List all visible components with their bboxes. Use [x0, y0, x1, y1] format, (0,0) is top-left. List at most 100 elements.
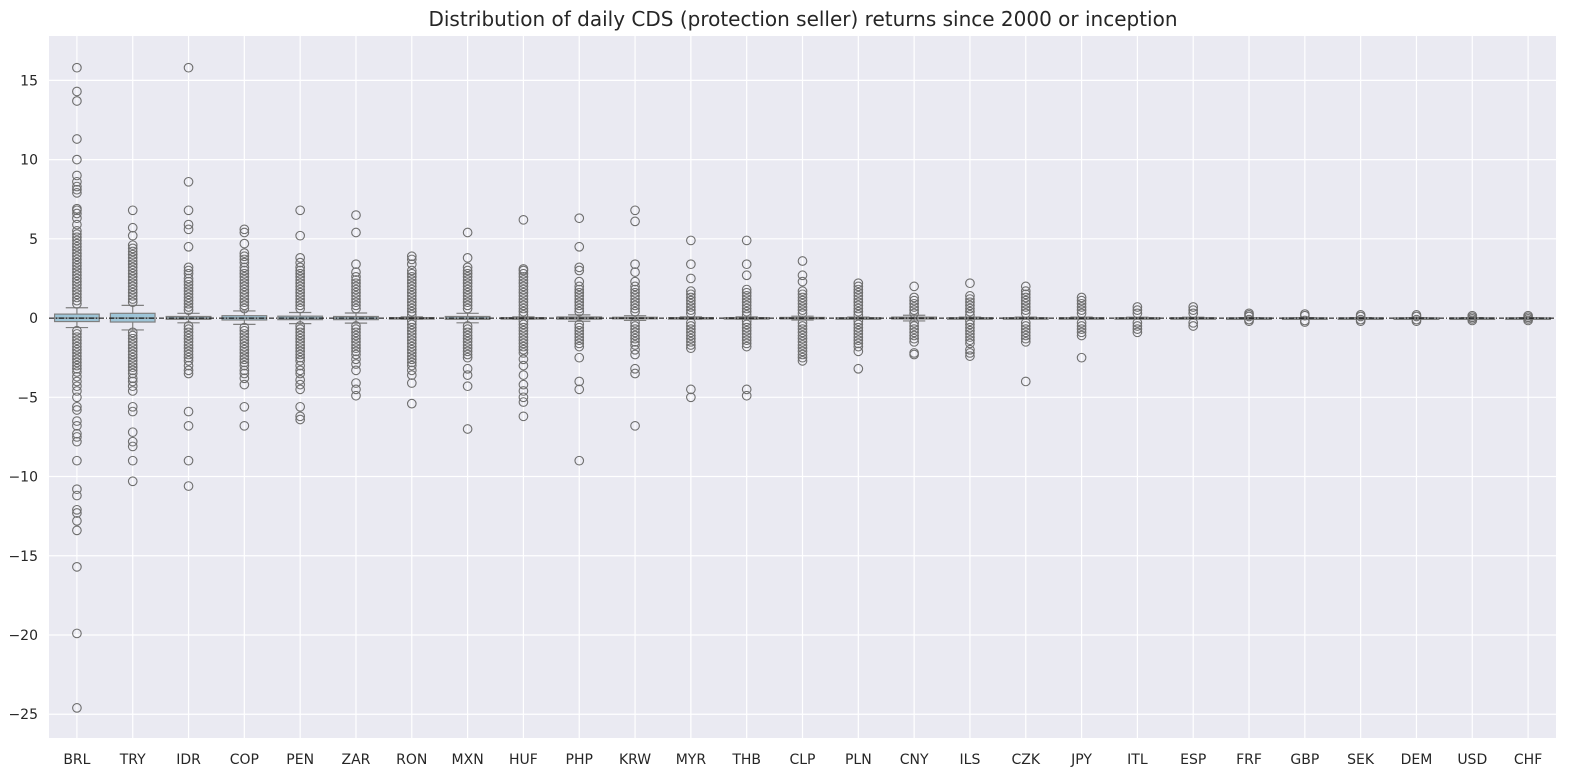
outlier-point	[351, 365, 361, 376]
outlier-point	[72, 455, 82, 466]
outlier-point	[239, 297, 250, 308]
outlier-point	[183, 420, 194, 431]
outlier-point	[72, 205, 82, 216]
outlier-point	[1020, 292, 1031, 303]
outlier-point	[127, 359, 138, 369]
outlier-point	[239, 272, 250, 282]
outlier-point	[1020, 286, 1031, 296]
outlier-point	[72, 219, 82, 230]
outlier-point	[72, 371, 82, 382]
outlier-point	[72, 298, 82, 309]
outlier-point	[72, 213, 82, 224]
outlier-point	[797, 276, 808, 287]
outlier-point	[630, 205, 640, 216]
outlier-point	[965, 316, 975, 327]
outlier-point	[406, 316, 417, 327]
x-axis-ticks: BRL TRY IDR COP PEN ZAR RON MXN HUF PHP KRW MYR THB C…	[63, 752, 1542, 768]
outlier-point	[853, 310, 864, 320]
outlier-point	[741, 291, 752, 301]
outlier-point	[183, 327, 194, 338]
outlier-point	[127, 297, 138, 308]
outlier-point	[72, 267, 82, 277]
outlier-point	[183, 349, 194, 360]
outlier-point	[295, 253, 306, 263]
outlier-point	[239, 354, 250, 365]
x-tick-label: GBP	[1290, 752, 1319, 768]
outlier-point	[72, 401, 82, 412]
y-tick-label: −10	[8, 470, 38, 486]
outlier-point	[741, 316, 752, 327]
x-tick-label: DEM	[1401, 752, 1433, 768]
outlier-point	[853, 322, 864, 333]
box-series	[49, 62, 1556, 713]
outlier-point	[574, 303, 585, 314]
outlier-point	[72, 235, 82, 246]
outlier-point	[295, 294, 306, 304]
outlier-point	[72, 405, 82, 415]
outlier-point	[183, 365, 194, 376]
outlier-point	[295, 340, 306, 350]
x-tick-label: COP	[230, 752, 259, 768]
outlier-point	[127, 256, 138, 266]
outlier-point	[127, 278, 138, 289]
outlier-point	[909, 317, 919, 328]
outlier-point	[183, 298, 194, 309]
x-tick-label: CZK	[1011, 752, 1040, 768]
outlier-point	[965, 325, 975, 336]
outlier-point	[72, 508, 82, 518]
outlier-point	[965, 338, 975, 349]
outlier-point	[741, 259, 752, 270]
outlier-point	[72, 86, 82, 97]
outlier-point	[351, 324, 361, 335]
outlier-point	[295, 272, 306, 282]
outlier-point	[72, 226, 82, 236]
outlier-point	[406, 254, 417, 265]
outlier-point	[127, 349, 138, 360]
outlier-point	[518, 411, 529, 422]
outlier-point	[72, 283, 82, 293]
y-axis-ticks: 15 10 5 0 −5 −10 −15 −20 −25	[8, 73, 38, 723]
outlier-point	[965, 329, 975, 339]
outlier-point	[72, 229, 82, 239]
outlier-point	[351, 281, 361, 292]
outlier-point	[239, 420, 250, 431]
outlier-point	[127, 356, 138, 366]
outlier-point	[183, 302, 194, 312]
y-tick-label: −20	[8, 628, 38, 644]
outlier-point	[574, 319, 585, 330]
outlier-point	[295, 268, 306, 279]
box-usd	[1449, 310, 1496, 326]
outlier-point	[72, 484, 82, 495]
outlier-point	[183, 265, 194, 276]
outlier-point	[462, 297, 473, 308]
outlier-point	[853, 278, 864, 289]
outlier-point	[295, 368, 306, 379]
outlier-point	[183, 330, 194, 341]
outlier-point	[462, 363, 473, 374]
outlier-point	[462, 424, 473, 434]
outlier-point	[741, 335, 752, 346]
outlier-point	[239, 303, 250, 314]
outlier-point	[741, 303, 752, 314]
outlier-point	[462, 346, 473, 357]
outlier-point	[127, 272, 138, 282]
outlier-point	[965, 300, 975, 311]
outlier-point	[295, 379, 306, 390]
outlier-point	[741, 332, 752, 342]
outlier-point	[127, 281, 138, 292]
outlier-point	[518, 306, 529, 317]
outlier-point	[1076, 330, 1087, 341]
outlier-point	[295, 401, 306, 412]
outlier-point	[127, 381, 138, 392]
outlier-point	[72, 264, 82, 274]
outlier-point	[406, 310, 417, 320]
x-tick-label: BRL	[63, 752, 90, 768]
outlier-point	[406, 319, 417, 330]
outlier-point	[909, 327, 919, 338]
outlier-point	[462, 281, 473, 292]
outlier-point	[574, 325, 585, 336]
outlier-point	[965, 348, 975, 358]
chart-title: Distribution of daily CDS (protection se…	[428, 7, 1177, 31]
outlier-point	[630, 336, 640, 347]
outlier-point	[965, 344, 975, 355]
